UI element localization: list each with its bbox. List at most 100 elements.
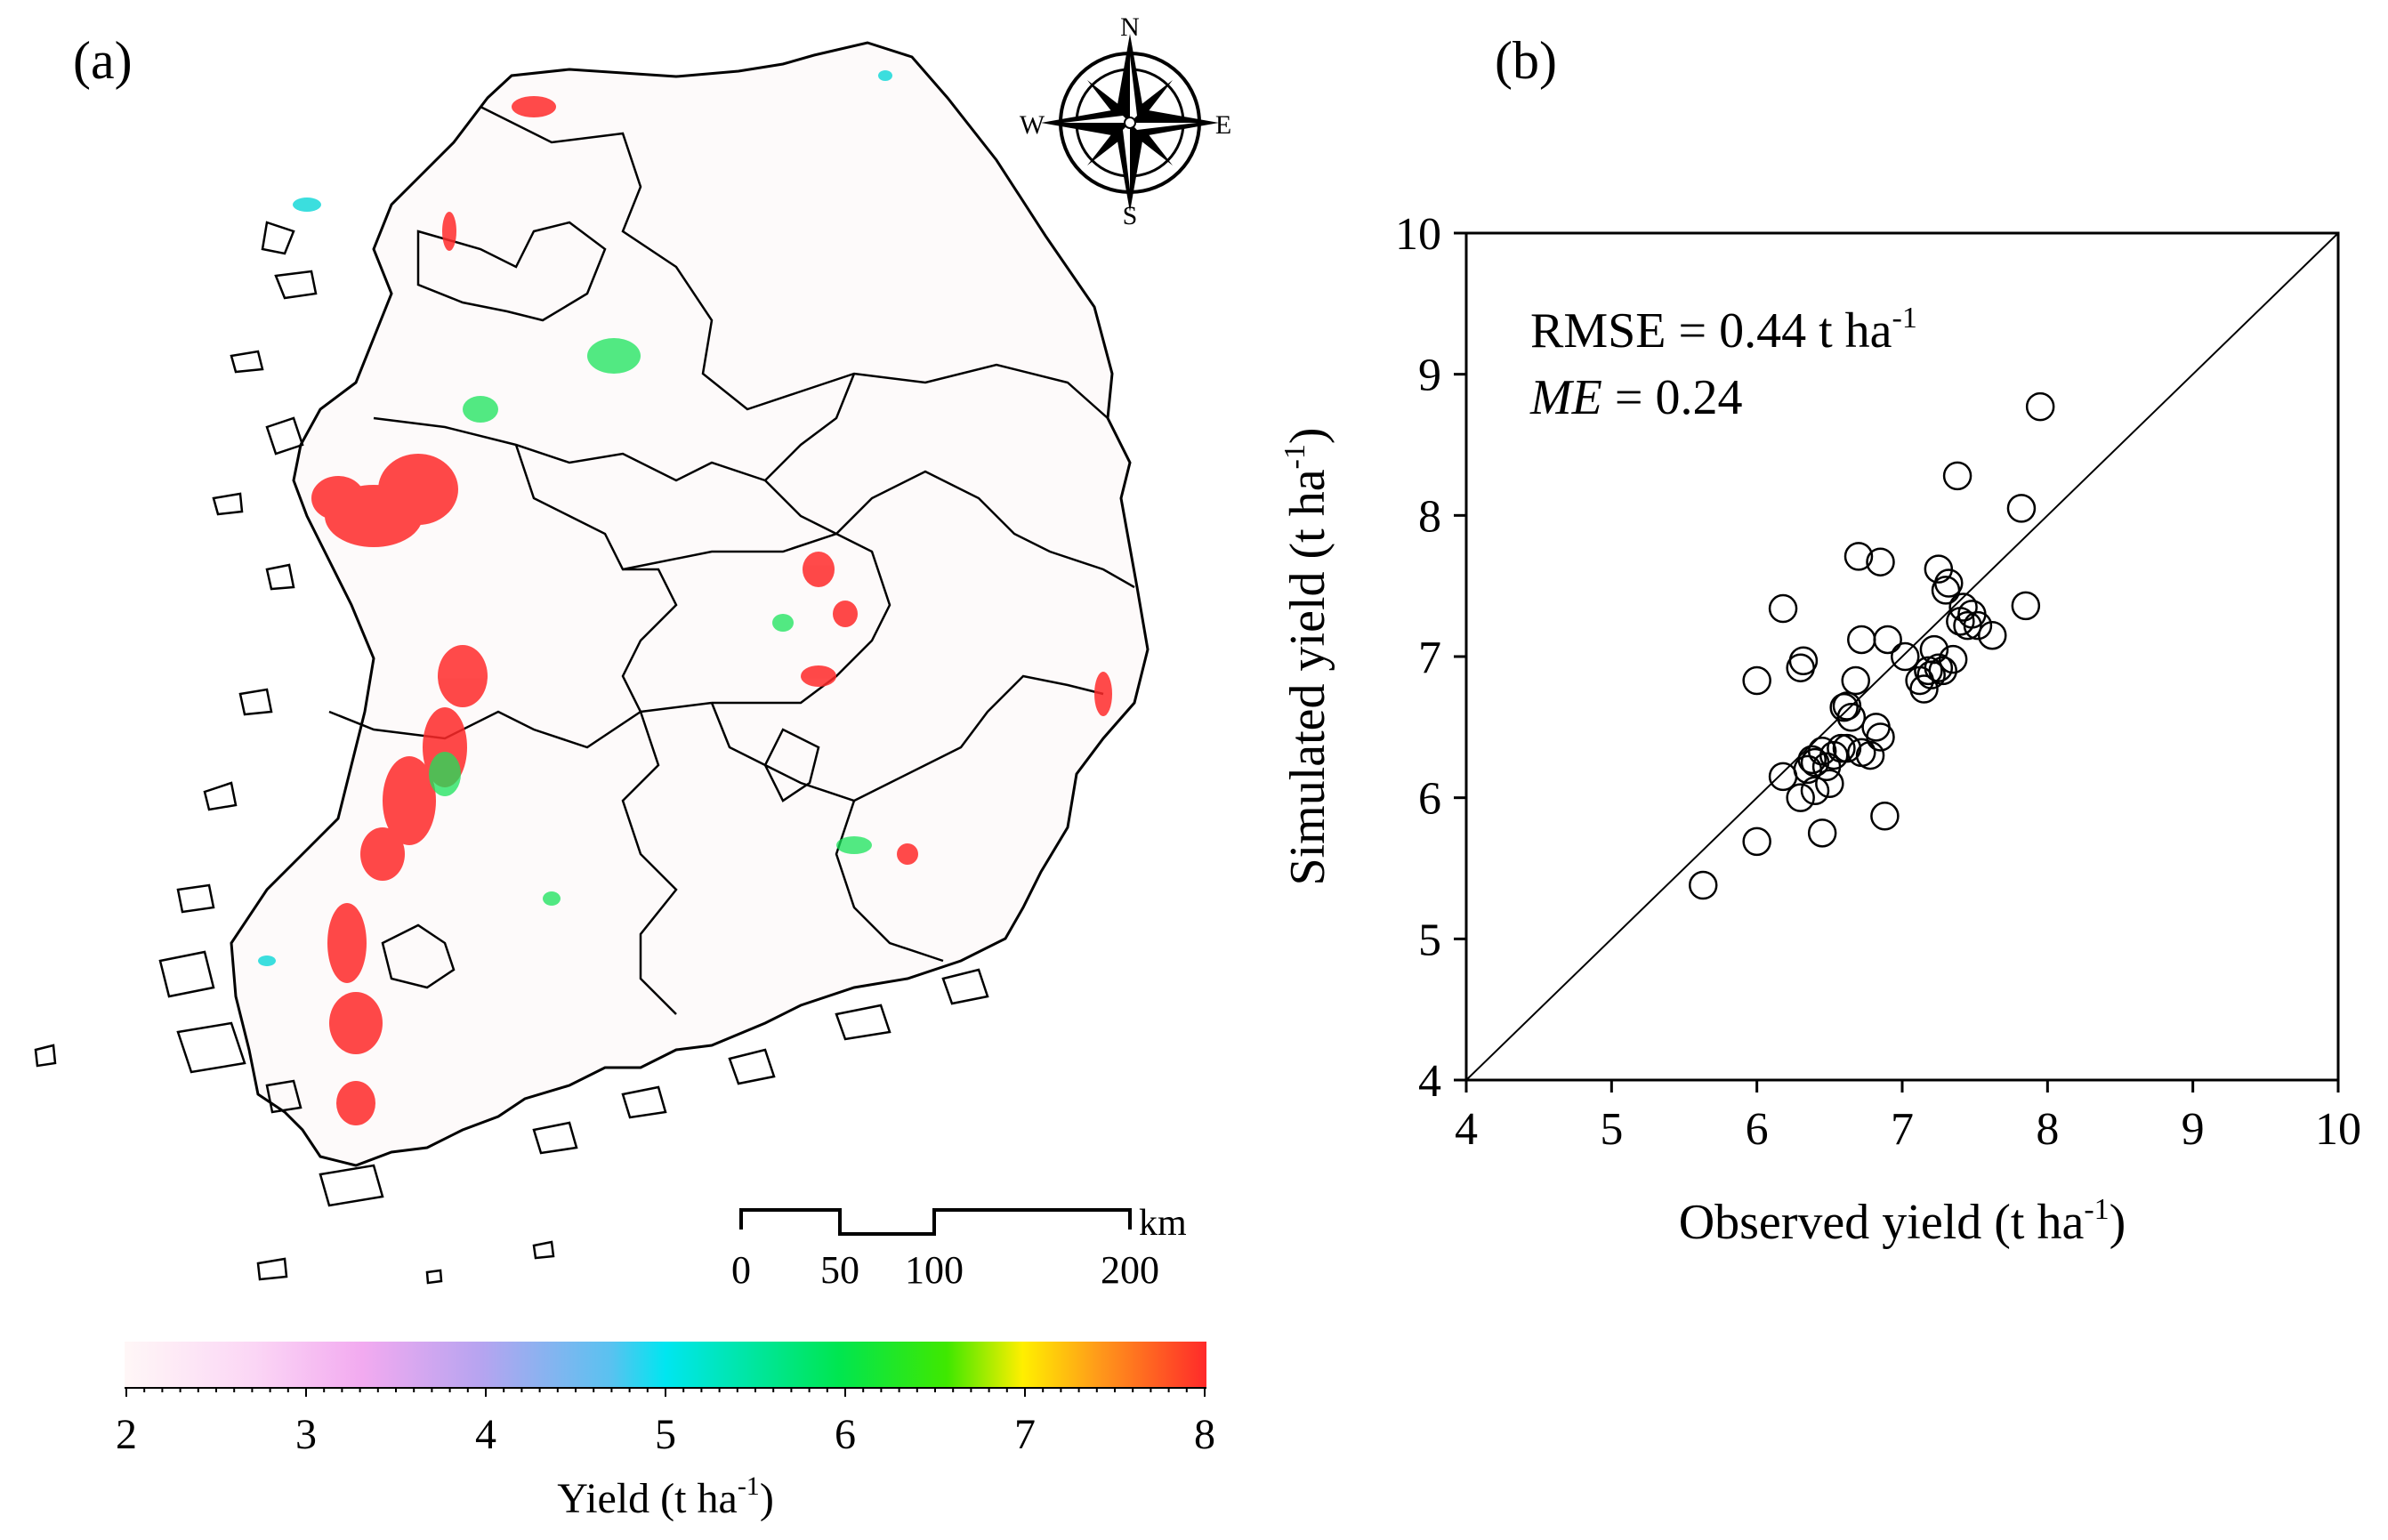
data-point <box>1843 542 1874 571</box>
data-point <box>1963 610 1993 641</box>
x-tick-label: 10 <box>2315 1104 2361 1155</box>
y-tick-label: 7 <box>1418 633 1441 683</box>
data-point <box>1797 745 1827 775</box>
y-tick-label: 5 <box>1418 915 1441 965</box>
scale-bar-line <box>739 1208 1132 1236</box>
scale-tick-50: 50 <box>820 1248 859 1292</box>
data-point <box>1928 656 1957 686</box>
x-axis-label: Observed yield (t ha-1) <box>1679 1193 2126 1250</box>
data-point <box>1832 733 1862 763</box>
colorbar-tick-6: 6 <box>835 1411 856 1458</box>
compass-west-label: W <box>1020 110 1045 140</box>
y-tick-label: 10 <box>1395 209 1441 260</box>
data-point <box>1768 593 1798 624</box>
yield-cyan-patches <box>258 70 892 966</box>
data-point <box>1924 653 1954 682</box>
data-point <box>1836 702 1867 732</box>
data-point <box>1891 641 1920 672</box>
data-point <box>2011 591 2041 621</box>
scale-bar: km 0 50 100 200 <box>731 1203 1187 1292</box>
colorbar-label-main: Yield (t ha <box>557 1475 738 1522</box>
data-point <box>1866 547 1895 576</box>
x-axis-label-main: Observed yield (t ha <box>1679 1195 2085 1250</box>
data-point <box>1924 554 1954 584</box>
data-point <box>1909 674 1939 704</box>
colorbar-tick-5: 5 <box>655 1411 676 1458</box>
x-tick-label: 4 <box>1455 1104 1478 1155</box>
x-tick-label: 9 <box>2182 1104 2205 1155</box>
y-axis-label: Simulated yield (t ha-1) <box>1279 427 1335 885</box>
y-tick-label: 4 <box>1418 1056 1441 1107</box>
province-boundaries <box>328 105 1135 1015</box>
data-point <box>1948 593 1978 622</box>
stat-rmse-main: RMSE = 0.44 t ha <box>1530 303 1892 359</box>
data-point <box>1742 826 1771 857</box>
data-point <box>1919 634 1949 665</box>
colorbar-tick-3: 3 <box>295 1411 317 1458</box>
data-point <box>1819 740 1849 770</box>
data-point <box>1942 461 1973 491</box>
scale-tick-200: 200 <box>1101 1248 1159 1292</box>
data-point <box>1786 783 1815 812</box>
panel-a-label: (a) <box>73 31 133 90</box>
data-point <box>2006 494 2037 523</box>
korea-yield-map <box>34 41 1150 1285</box>
data-point <box>1978 620 2007 650</box>
compass-south-label: S <box>1123 201 1138 230</box>
colorbar-label-sup: -1 <box>738 1471 760 1501</box>
colorbar-tick-7: 7 <box>1014 1411 1036 1458</box>
stat-rmse-sup: -1 <box>1892 302 1917 335</box>
colorbar-tick-4: 4 <box>475 1411 496 1458</box>
x-axis-label-sup: -1 <box>2084 1193 2109 1226</box>
data-point <box>2025 391 2055 422</box>
data-point <box>1815 769 1844 799</box>
data-point <box>1807 737 1837 766</box>
scale-unit-label: km <box>1139 1203 1187 1244</box>
stat-rmse: RMSE = 0.44 t ha-1 <box>1530 302 1917 359</box>
stat-me-label: ME <box>1529 370 1602 425</box>
stat-me-value: = 0.24 <box>1602 370 1743 425</box>
y-tick-label: 6 <box>1418 774 1441 825</box>
data-point <box>1934 568 1964 598</box>
data-point <box>1807 818 1837 848</box>
colorbar-gradient <box>125 1342 1206 1388</box>
y-axis-label-sup: -1 <box>1279 444 1311 469</box>
data-point <box>1866 722 1895 752</box>
data-point <box>1847 625 1876 655</box>
data-point <box>1800 776 1830 805</box>
y-tick-label: 9 <box>1418 351 1441 401</box>
scale-tick-0: 0 <box>731 1248 751 1292</box>
colorbar-minor-ticks <box>125 1387 1206 1397</box>
colorbar-tick-8: 8 <box>1194 1411 1215 1458</box>
scale-tick-100: 100 <box>905 1248 964 1292</box>
colorbar-label: Yield (t ha-1) <box>557 1471 774 1522</box>
compass-rose: N E S W <box>1020 12 1231 230</box>
data-point <box>1914 656 1943 686</box>
x-tick-label: 5 <box>1600 1104 1623 1155</box>
yield-mid-patches <box>429 338 872 906</box>
mainland-outline <box>230 41 1150 1167</box>
data-point <box>1847 738 1876 768</box>
x-tick-label: 6 <box>1746 1104 1769 1155</box>
x-tick-label: 8 <box>2036 1104 2059 1155</box>
data-point <box>1855 740 1885 770</box>
x-tick-label: 7 <box>1891 1104 1914 1155</box>
data-point <box>1938 644 1968 674</box>
colorbar-label-end: ) <box>760 1475 774 1522</box>
panel-b-label: (b) <box>1495 31 1557 90</box>
coastal-islands <box>34 221 989 1285</box>
data-point <box>1688 870 1718 900</box>
data-point <box>1873 625 1902 655</box>
colorbar-tick-2: 2 <box>116 1411 137 1458</box>
stat-me: ME = 0.24 <box>1529 370 1742 425</box>
y-axis-label-main: Simulated yield (t ha <box>1280 469 1335 885</box>
compass-north-label: N <box>1120 12 1140 42</box>
data-point <box>1827 733 1856 763</box>
x-axis-label-end: ) <box>2110 1195 2126 1250</box>
y-tick-label: 8 <box>1418 491 1441 542</box>
data-point <box>1788 646 1819 676</box>
data-point <box>1870 802 1900 831</box>
y-axis-label-end: ) <box>1280 427 1335 444</box>
